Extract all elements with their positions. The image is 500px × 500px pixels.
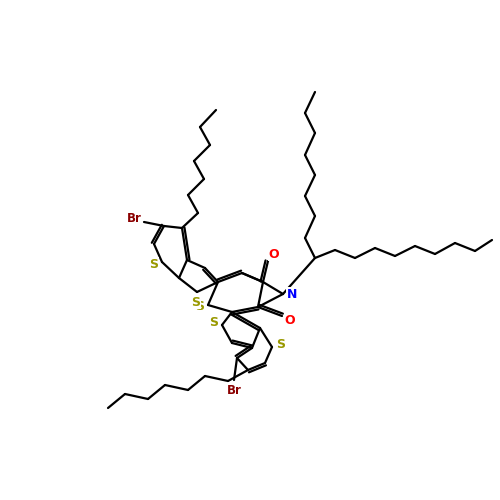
Text: S: S [196,300,204,314]
Text: Br: Br [226,384,242,396]
Text: Br: Br [126,212,142,226]
Text: S: S [276,338,285,351]
Text: O: O [268,248,280,260]
Text: O: O [284,314,296,326]
Text: S: S [192,296,200,308]
Text: N: N [287,288,297,300]
Text: S: S [210,316,218,330]
Text: S: S [150,258,158,270]
